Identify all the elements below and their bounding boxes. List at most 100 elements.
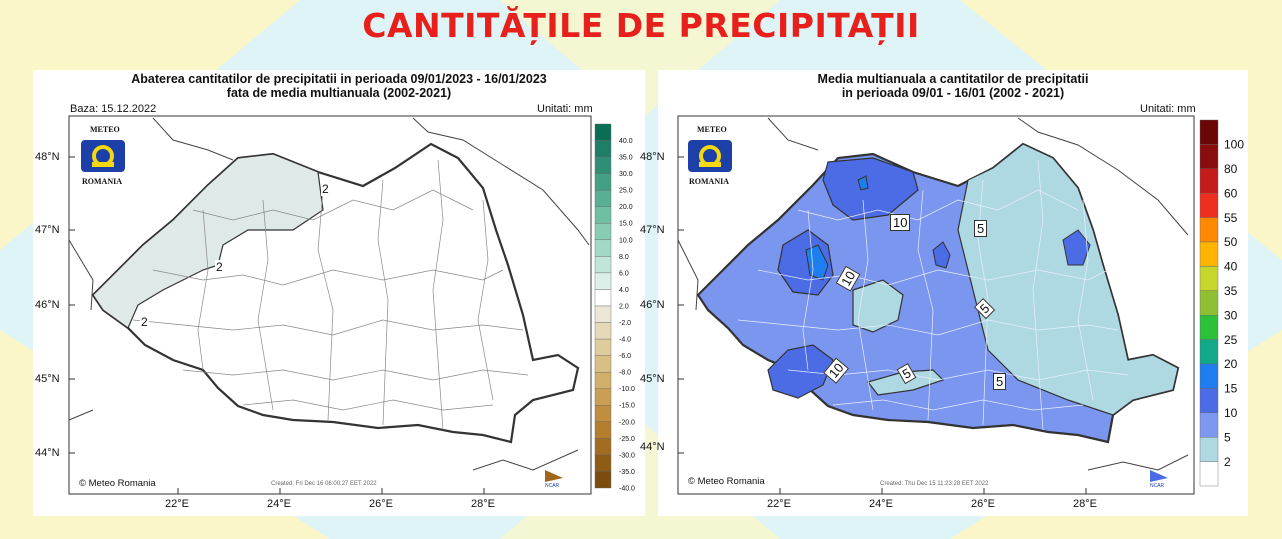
lon-label: 26°E: [971, 498, 995, 510]
legend-label: -25.0: [619, 436, 635, 443]
lon-label: 24°E: [869, 498, 893, 510]
legend-label: 15: [1224, 382, 1238, 396]
units-label: Unitati: mm: [537, 103, 593, 115]
legend-label: 55: [1224, 211, 1238, 225]
legend-label: -30.0: [619, 452, 635, 459]
mean-legend: 100 80 60 55 50 40 35 30 25 20 15 10 5 2: [1199, 119, 1244, 487]
legend-swatch: [1199, 290, 1219, 316]
created-label: Created: Fri Dec 16 06:00:27 EET 2022: [271, 481, 377, 487]
lon-label: 26°E: [369, 498, 393, 510]
contour-label: 2: [215, 260, 224, 274]
contour-label: 2: [321, 182, 330, 196]
legend-label: -15.0: [619, 403, 635, 410]
legend-swatch: [1199, 363, 1219, 389]
legend-label: 60: [1224, 186, 1238, 200]
legend-label: -35.0: [619, 469, 635, 476]
ncar-logo: [1150, 470, 1168, 482]
legend-swatch: [594, 438, 612, 456]
legend-label: 2.0: [619, 303, 629, 310]
legend-swatch: [1199, 144, 1219, 170]
legend-swatch: [594, 156, 612, 174]
legend-label: 30: [1224, 308, 1238, 322]
ncar-label: NCAR: [545, 483, 560, 489]
high-precip-area: [822, 157, 919, 221]
page-title: CANTITĂȚILE DE PRECIPITAȚII: [362, 6, 920, 45]
legend-label: -4.0: [619, 337, 631, 344]
legend-label: -8.0: [619, 370, 631, 377]
lon-label: 24°E: [267, 498, 291, 510]
lon-label: 28°E: [471, 498, 495, 510]
deviation-map-title-line2: fata de media multianuala (2002-2021): [226, 86, 452, 100]
legend-swatch: [594, 173, 612, 191]
copyright-label: © Meteo Romania: [688, 476, 765, 487]
deviation-map: 40.0 35.0 30.0 25.0 20.0 15.0 10.0 8.0 6.0 4.0 2.0…: [68, 115, 635, 495]
legend-label: 35.0: [619, 155, 633, 162]
contour-label: 2: [140, 315, 149, 329]
axis-ticks: [678, 156, 1087, 494]
legend-label: -2.0: [619, 320, 631, 327]
neighbour-borders: [677, 117, 1189, 471]
legend-swatch: [1199, 314, 1219, 340]
ncar-logo: [545, 470, 563, 482]
deviation-map-panel: Abaterea cantitatilor de precipitatii in…: [33, 70, 645, 516]
legend-label: -10.0: [619, 386, 635, 393]
legend-swatch: [594, 289, 612, 307]
legend-swatch: [594, 140, 612, 158]
lon-label: 22°E: [165, 498, 189, 510]
mean-map-title-line2: in perioada 09/01 - 16/01 (2002 - 2021): [841, 86, 1065, 100]
low-precip-area: [957, 143, 1179, 416]
legend-label: 30.0: [619, 171, 633, 178]
deviation-legend: 40.0 35.0 30.0 25.0 20.0 15.0 10.0 8.0 6.0 4.0 2.0…: [594, 123, 635, 492]
legend-label: 10: [1224, 406, 1238, 420]
logo-text-top: METEO: [90, 125, 120, 134]
county-borders: [737, 159, 1129, 431]
peak-precip-area: [857, 175, 869, 191]
lon-label: 28°E: [1073, 498, 1097, 510]
legend-label: 50: [1224, 235, 1238, 249]
legend-swatch: [1199, 119, 1219, 145]
legend-label: 15.0: [619, 221, 633, 228]
legend-label: 10.0: [619, 237, 633, 244]
legend-swatch: [594, 305, 612, 323]
lat-label: 48°N: [640, 151, 665, 163]
legend-label: 40: [1224, 260, 1238, 274]
legend-label: 25: [1224, 333, 1238, 347]
axis-ticks: [69, 156, 485, 494]
ncar-label: NCAR: [1150, 483, 1165, 489]
logo-text-bottom: ROMANIA: [82, 177, 122, 186]
legend-swatch: [1199, 266, 1219, 291]
lon-label: 22°E: [767, 498, 791, 510]
legend-swatch: [594, 338, 612, 356]
low-precip-area: [852, 279, 904, 333]
legend-swatch: [594, 355, 612, 373]
legend-swatch: [594, 471, 612, 489]
legend-label: 100: [1224, 138, 1244, 152]
legend-swatch: [1199, 217, 1219, 243]
lat-label: 44°N: [35, 447, 60, 459]
legend-swatch: [1199, 192, 1219, 218]
meteo-romania-logo: [77, 124, 129, 192]
legend-swatch: [1199, 437, 1219, 462]
high-precip-area: [932, 241, 951, 269]
legend-swatch: [594, 405, 612, 423]
legend-label: 6.0: [619, 270, 629, 277]
legend-label: -20.0: [619, 419, 635, 426]
legend-label: 25.0: [619, 188, 633, 195]
legend-label: -40.0: [619, 485, 635, 492]
legend-swatch: [594, 371, 612, 389]
legend-label: 2: [1224, 455, 1231, 469]
legend-label: 8.0: [619, 254, 629, 261]
positive-deviation-area: [92, 153, 324, 329]
lat-label: 44°N: [640, 441, 665, 453]
legend-swatch: [1199, 388, 1219, 413]
legend-label: -6.0: [619, 353, 631, 360]
contour-label: 10: [890, 214, 911, 231]
lat-label: 45°N: [35, 373, 60, 385]
copyright-label: © Meteo Romania: [79, 478, 156, 489]
legend-swatch: [594, 239, 612, 257]
legend-swatch: [594, 189, 612, 207]
legend-swatch: [1199, 339, 1219, 365]
meteo-romania-logo: [684, 124, 736, 192]
logo-text-bottom: ROMANIA: [689, 177, 729, 186]
legend-swatch: [594, 322, 612, 340]
